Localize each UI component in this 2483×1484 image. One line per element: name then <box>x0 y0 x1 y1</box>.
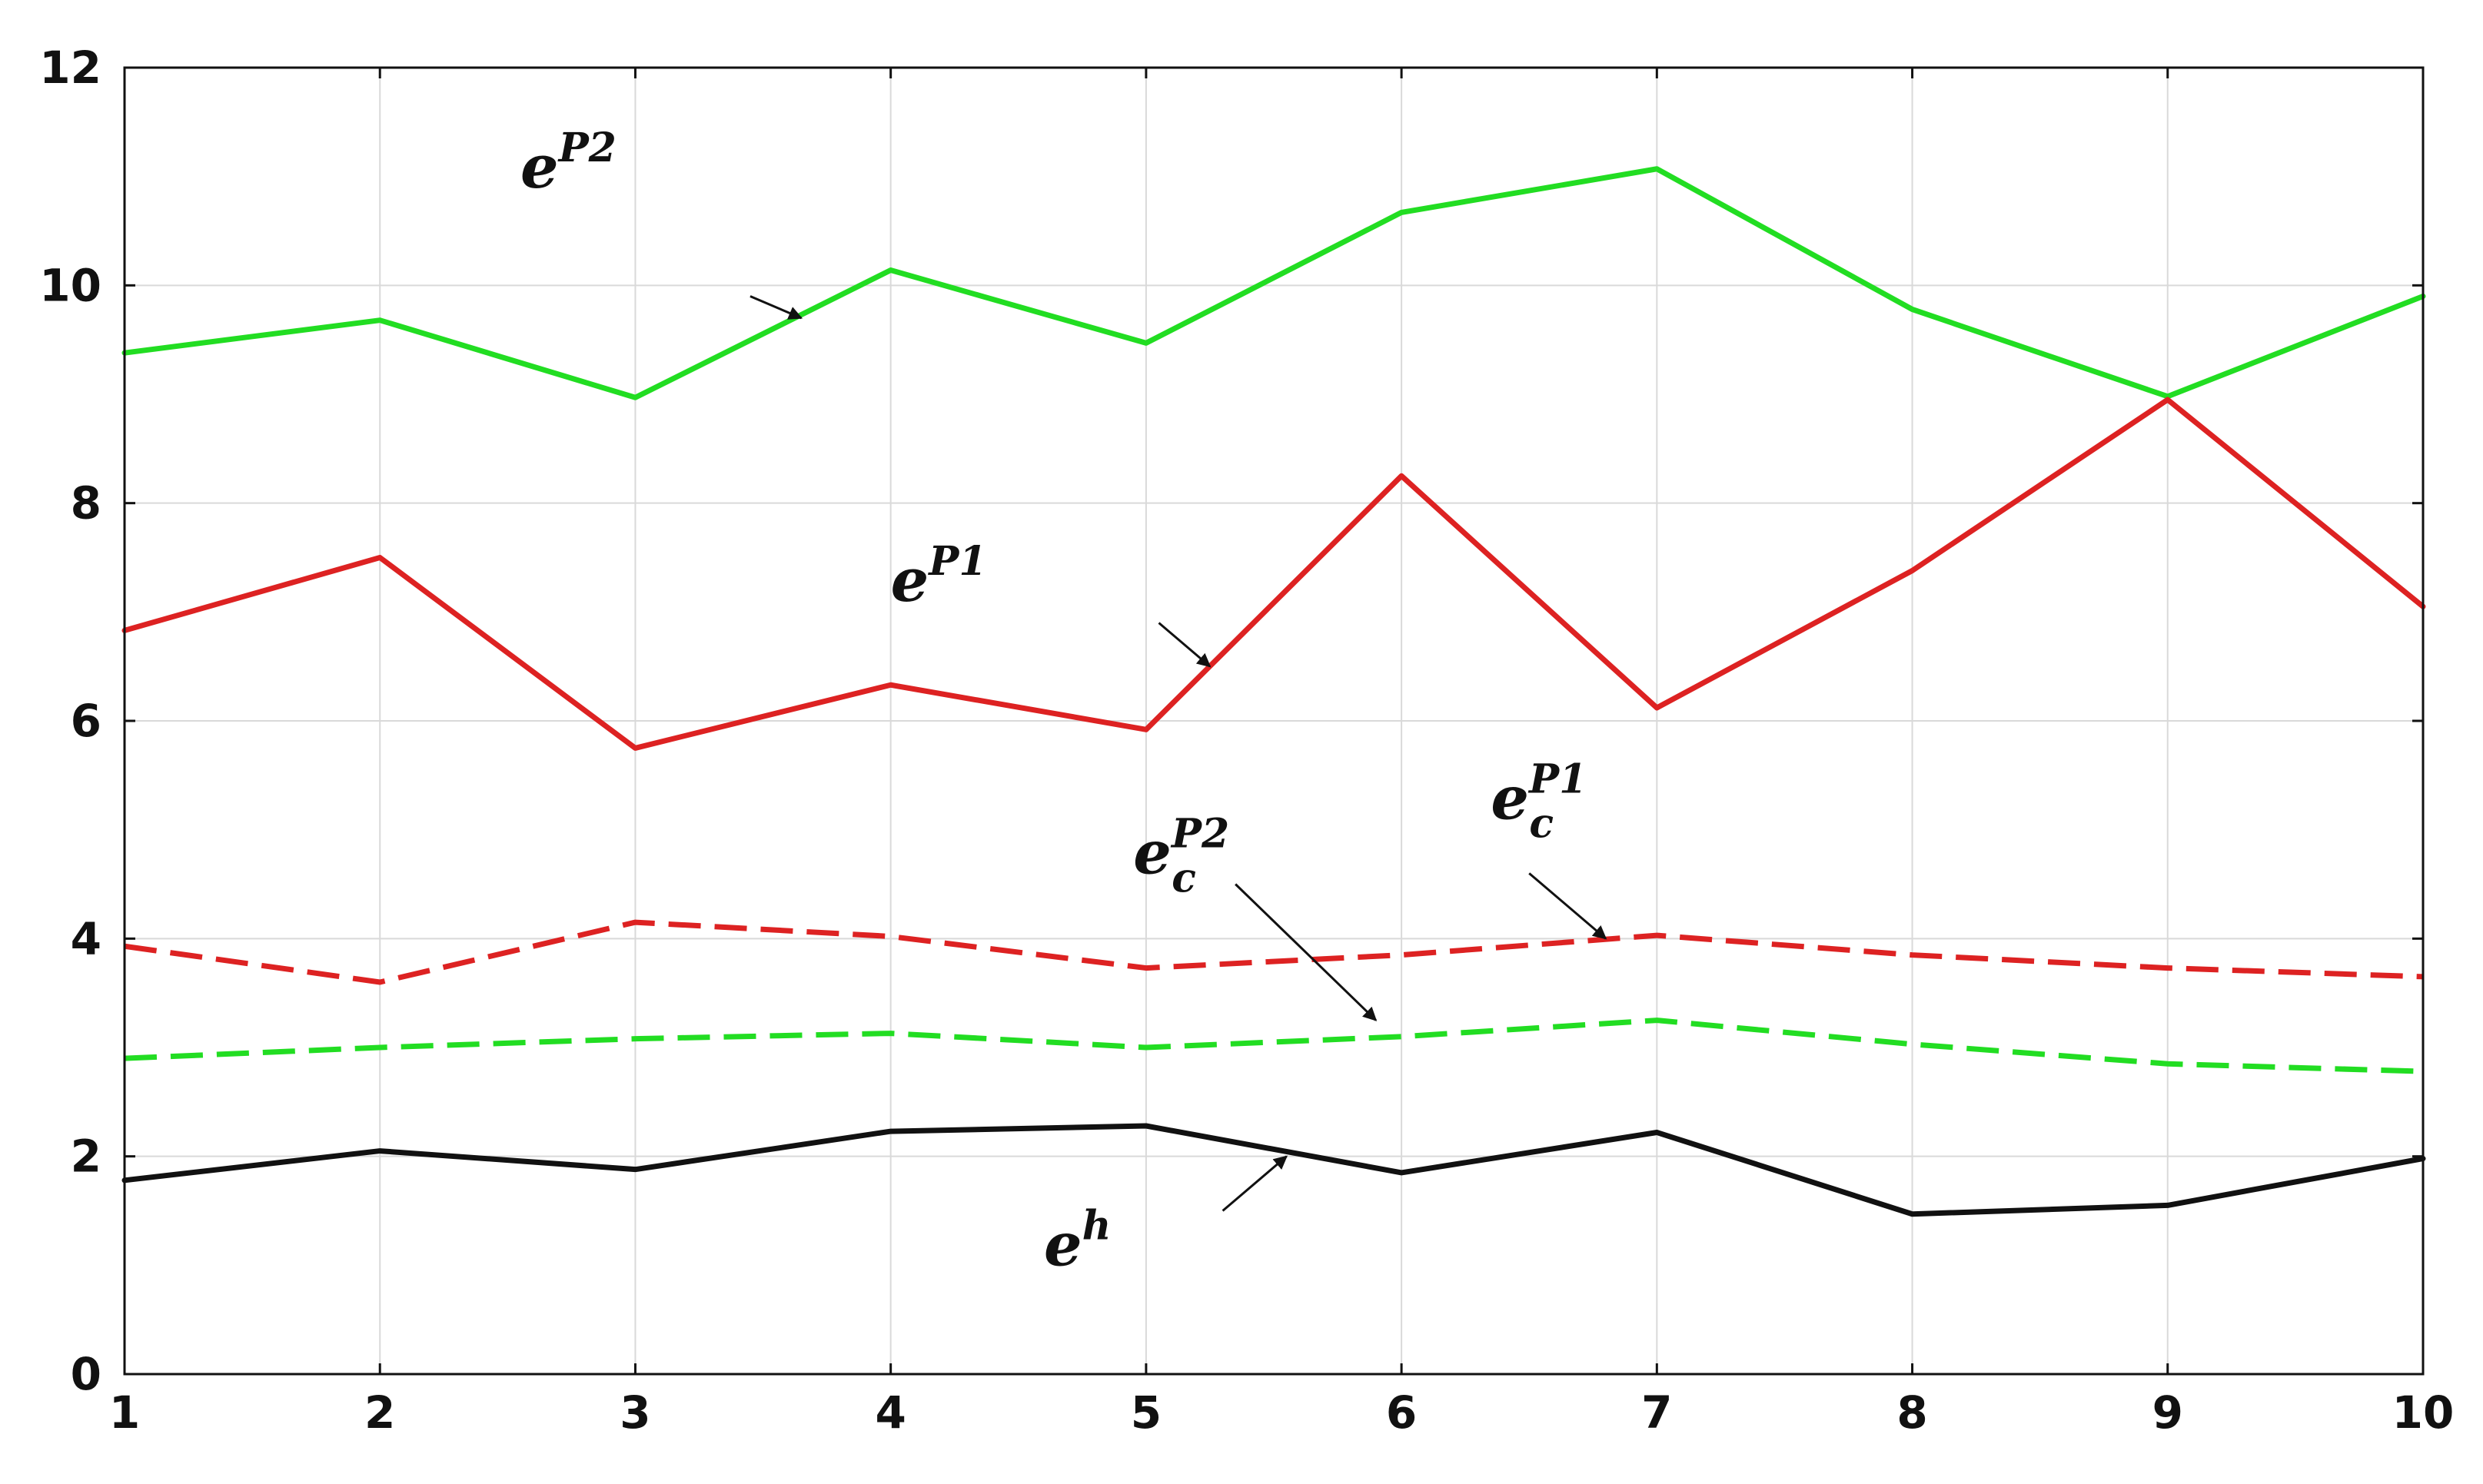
annotation-arrow-eh <box>1222 1155 1288 1212</box>
series-layer <box>121 166 2426 1217</box>
x-tick-label: 4 <box>875 1386 906 1439</box>
series-line-ecp2 <box>124 1018 2424 1074</box>
series-line-eh <box>121 1123 2426 1217</box>
y-tick-label: 0 <box>71 1348 101 1400</box>
annotation-arrow-ep1 <box>1158 622 1212 668</box>
y-tick-label: 4 <box>71 912 101 964</box>
x-tick-label: 1 <box>109 1386 140 1439</box>
annotation-ecp1: eP1 c <box>1491 756 1607 940</box>
axis-ticks <box>123 66 2425 1376</box>
series-line-ep2 <box>121 166 2426 400</box>
x-tick-label: 9 <box>2152 1386 2183 1439</box>
annotation-label-eh: eh <box>1044 1202 1111 1280</box>
annotation-label-ecp1: eP1 c <box>1491 756 1587 848</box>
annotation-label-ep1: eP1 <box>891 538 987 616</box>
annotation-ecp2: eP2 c <box>1133 810 1378 1021</box>
annotation-ep2: eP2 <box>520 124 803 320</box>
annotation-ep1: eP1 <box>891 538 1212 668</box>
y-tick-label: 2 <box>71 1130 101 1183</box>
annotation-label-ep2: eP2 <box>520 124 617 202</box>
annotation-arrow-ep2 <box>750 295 803 320</box>
x-tick-label: 10 <box>2392 1386 2455 1439</box>
x-tick-label: 2 <box>364 1386 395 1439</box>
annotation-eh: eh <box>1044 1155 1288 1280</box>
x-tick-label: 6 <box>1386 1386 1417 1439</box>
series-line-ecp1 <box>124 919 2424 985</box>
x-tick-label: 8 <box>1896 1386 1927 1439</box>
annotation-arrow-ecp1 <box>1528 872 1607 940</box>
x-tick-label: 7 <box>1641 1386 1672 1439</box>
grid-lines <box>125 68 2423 1374</box>
x-tick-label: 5 <box>1131 1386 1162 1439</box>
annotation-layer: eP2 eP1 eP2 c eP1 c eh <box>520 124 1607 1280</box>
x-tick-labels: 1 2 3 4 5 6 7 8 9 10 <box>109 1386 2455 1439</box>
y-tick-labels: 0 2 4 6 8 10 12 <box>39 41 101 1400</box>
y-tick-label: 6 <box>71 695 101 747</box>
annotation-arrow-ecp2 <box>1235 883 1378 1021</box>
y-tick-label: 8 <box>71 477 101 530</box>
x-tick-label: 3 <box>620 1386 650 1439</box>
y-tick-label: 12 <box>39 41 101 94</box>
annotation-label-ecp2: eP2 c <box>1133 810 1229 901</box>
series-line-ep1 <box>121 397 2426 751</box>
y-tick-label: 10 <box>39 259 101 311</box>
